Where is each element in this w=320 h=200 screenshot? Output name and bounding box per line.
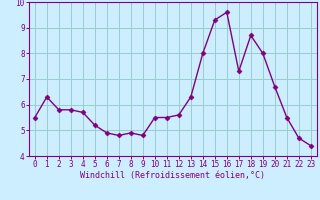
X-axis label: Windchill (Refroidissement éolien,°C): Windchill (Refroidissement éolien,°C)	[80, 171, 265, 180]
